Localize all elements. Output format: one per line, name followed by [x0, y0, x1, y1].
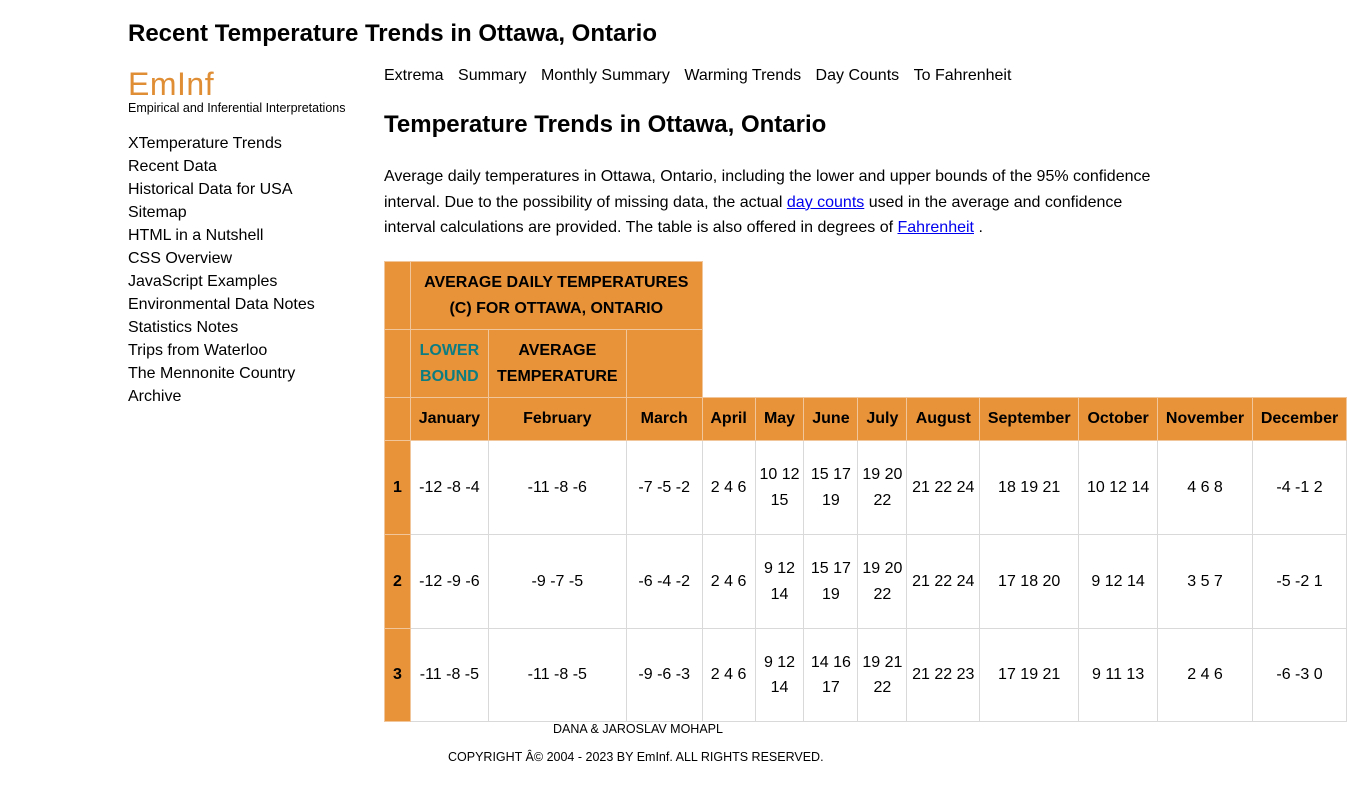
temp-cell: 2 4 6: [701, 440, 756, 535]
day-counts-link[interactable]: day counts: [786, 193, 865, 211]
sidebar-item-mennonite-country[interactable]: The Mennonite Country: [128, 365, 296, 382]
month-header: April: [701, 397, 756, 441]
temp-cell: 15 17 19: [803, 534, 859, 629]
sidebar: EmInf Empirical and Inferential Interpre…: [128, 66, 368, 408]
temp-cell: -5 -2 1: [1252, 534, 1347, 629]
nav-warming-trends[interactable]: Warming Trends: [684, 67, 802, 84]
temp-cell: 2 4 6: [701, 628, 756, 722]
sidebar-item-archive[interactable]: Archive: [128, 388, 182, 405]
temp-cell: 9 12 14: [754, 534, 805, 629]
intro-text-3: .: [978, 219, 983, 236]
month-header: December: [1252, 397, 1347, 441]
month-header: August: [906, 397, 981, 441]
temp-cell: 21 22 23: [906, 628, 981, 722]
sidebar-item-css-overview[interactable]: CSS Overview: [128, 250, 233, 267]
sidebar-item-statistics-notes[interactable]: Statistics Notes: [128, 319, 239, 336]
table-corner: [384, 261, 411, 330]
day-label: 2: [384, 534, 411, 629]
temp-cell: 17 19 21: [979, 628, 1080, 722]
temp-cell: 21 22 24: [906, 440, 981, 535]
temp-cell: 9 12 14: [1078, 534, 1159, 629]
top-nav: Extrema Summary Monthly Summary Warming …: [384, 66, 1021, 86]
sidebar-item-javascript-examples[interactable]: JavaScript Examples: [128, 273, 278, 290]
month-header: February: [487, 397, 627, 441]
fahrenheit-link[interactable]: Fahrenheit: [897, 219, 975, 236]
nav-to-fahrenheit[interactable]: To Fahrenheit: [913, 67, 1012, 84]
temp-cell: -11 -8 -6: [487, 440, 627, 535]
footer-copyright: COPYRIGHT Â© 2004 - 2023 BY EmInf. ALL R…: [448, 750, 824, 764]
intro-text-2: used in the average and confidence inter…: [384, 193, 1123, 237]
sidebar-item-environmental-data-notes[interactable]: Environmental Data Notes: [128, 296, 315, 313]
day-header: [384, 397, 411, 441]
temp-cell: 2 4 6: [1157, 628, 1253, 722]
sidebar-nav: XTemperature Trends Recent Data Historic…: [128, 132, 368, 408]
sidebar-item-html-nutshell[interactable]: HTML in a Nutshell: [128, 227, 264, 244]
month-header: October: [1078, 397, 1159, 441]
legend-lower-bound: LOWER BOUND: [409, 329, 489, 398]
nav-day-counts[interactable]: Day Counts: [815, 67, 900, 84]
temp-cell: 19 21 22: [857, 628, 908, 722]
legend-average: AVERAGE TEMPERATURE: [487, 329, 627, 398]
page-title: Recent Temperature Trends in Ottawa, Ont…: [128, 20, 658, 47]
sidebar-item-recent-data[interactable]: Recent Data: [128, 158, 217, 175]
temp-cell: -6 -4 -2: [625, 534, 703, 629]
month-header-row: January February March April May June Ju…: [384, 397, 1347, 441]
temp-cell: -9 -7 -5: [487, 534, 627, 629]
temp-cell: 19 20 22: [857, 534, 908, 629]
temp-cell: 14 16 17: [803, 628, 859, 722]
temp-cell: 18 19 21: [979, 440, 1080, 535]
temp-cell: 17 18 20: [979, 534, 1080, 629]
intro-text-1: Average daily temperatures in Ottawa, On…: [384, 168, 1151, 211]
nav-monthly-summary[interactable]: Monthly Summary: [540, 67, 670, 84]
temp-cell: -6 -3 0: [1252, 628, 1347, 722]
sidebar-item-sitemap[interactable]: Sitemap: [128, 204, 187, 221]
table-row: 1 -12 -8 -4 -11 -8 -6 -7 -5 -2 2 4 6 10 …: [384, 440, 1347, 535]
temp-cell: 15 17 19: [803, 440, 859, 535]
temp-cell: -7 -5 -2: [625, 440, 703, 535]
temp-cell: 9 12 14: [754, 628, 805, 722]
table-row: 2 -12 -9 -6 -9 -7 -5 -6 -4 -2 2 4 6 9 12…: [384, 534, 1347, 629]
temp-cell: 19 20 22: [857, 440, 908, 535]
footer-credit: DANA & JAROSLAV MOHAPL: [553, 722, 723, 736]
temp-cell: 3 5 7: [1157, 534, 1253, 629]
sidebar-item-trips-from-waterloo[interactable]: Trips from Waterloo: [128, 342, 268, 359]
table-caption: AVERAGE DAILY TEMPERATURES (C) FOR OTTAW…: [409, 261, 703, 330]
month-header: November: [1157, 397, 1253, 441]
month-header: July: [857, 397, 908, 441]
temperature-table: AVERAGE DAILY TEMPERATURES (C) FOR OTTAW…: [384, 261, 1347, 722]
month-header: September: [979, 397, 1080, 441]
month-header: January: [409, 397, 489, 441]
temp-cell: -11 -8 -5: [487, 628, 627, 722]
temp-cell: -11 -8 -5: [409, 628, 489, 722]
day-label: 3: [384, 628, 411, 722]
temp-cell: 4 6 8: [1157, 440, 1253, 535]
month-header: May: [754, 397, 805, 441]
logo-tagline: Empirical and Inferential Interpretation…: [128, 101, 346, 115]
temp-cell: -9 -6 -3: [625, 628, 703, 722]
sidebar-item-historical-data-usa[interactable]: Historical Data for USA: [128, 181, 293, 198]
table-row: 3 -11 -8 -5 -11 -8 -5 -9 -6 -3 2 4 6 9 1…: [384, 628, 1347, 722]
content-title: Temperature Trends in Ottawa, Ontario: [384, 111, 827, 138]
month-header: June: [803, 397, 859, 441]
temp-cell: -4 -1 2: [1252, 440, 1347, 535]
temp-cell: 2 4 6: [701, 534, 756, 629]
temp-cell: -12 -8 -4: [409, 440, 489, 535]
legend-upper-blank: [625, 329, 703, 398]
temp-cell: 10 12 14: [1078, 440, 1159, 535]
month-header: March: [625, 397, 703, 441]
nav-summary[interactable]: Summary: [458, 67, 527, 84]
temp-cell: 10 12 15: [754, 440, 805, 535]
temp-cell: -12 -9 -6: [409, 534, 489, 629]
temp-cell: 21 22 24: [906, 534, 981, 629]
intro-paragraph: Average daily temperatures in Ottawa, On…: [384, 164, 1174, 241]
temp-cell: 9 11 13: [1078, 628, 1159, 722]
day-label: 1: [384, 440, 411, 535]
logo[interactable]: EmInf: [128, 66, 215, 102]
legend-spacer: [384, 329, 411, 398]
sidebar-item-temperature-trends[interactable]: XTemperature Trends: [128, 135, 282, 152]
nav-extrema[interactable]: Extrema: [384, 67, 444, 84]
